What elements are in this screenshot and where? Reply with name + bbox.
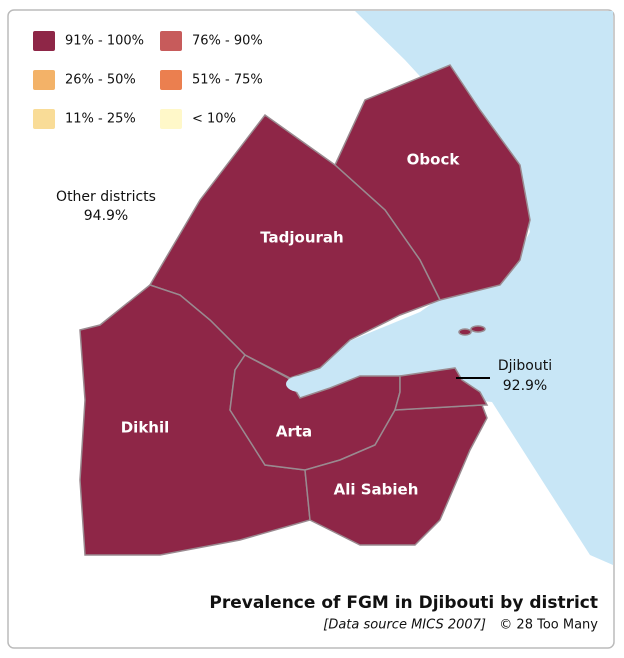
annotation-value: 94.9% <box>84 208 128 224</box>
district-label: Obock <box>407 151 461 169</box>
district-label: Ali Sabieh <box>334 481 419 499</box>
legend-swatch <box>33 109 55 129</box>
district-ali-sabieh <box>304 404 488 546</box>
legend-swatch <box>160 70 182 90</box>
district-label: Tadjourah <box>260 229 343 247</box>
district-djibouti <box>393 367 489 411</box>
legend-swatch <box>160 31 182 51</box>
lake <box>286 376 314 392</box>
legend-label: 91% - 100% <box>65 34 144 49</box>
credit: © 28 Too Many <box>499 618 598 633</box>
legend-swatch <box>33 31 55 51</box>
source: [Data source MICS 2007] <box>323 618 486 633</box>
legend-label: 51% - 75% <box>192 73 263 88</box>
district-label: Dikhil <box>121 419 170 437</box>
legend-label: 76% - 90% <box>192 34 263 49</box>
title: Prevalence of FGM in Djibouti by distric… <box>209 593 598 613</box>
annotation-label: Other districts <box>56 189 156 205</box>
legend-swatch <box>160 109 182 129</box>
district-label: Arta <box>276 423 312 441</box>
annotation-label: Djibouti <box>498 358 552 374</box>
annotation-value: 92.9% <box>503 378 547 394</box>
legend-swatch <box>33 70 55 90</box>
island <box>458 328 472 336</box>
legend-label: < 10% <box>192 112 236 127</box>
legend-label: 11% - 25% <box>65 112 136 127</box>
sea <box>288 11 613 565</box>
island <box>470 325 486 333</box>
legend-label: 26% - 50% <box>65 73 136 88</box>
